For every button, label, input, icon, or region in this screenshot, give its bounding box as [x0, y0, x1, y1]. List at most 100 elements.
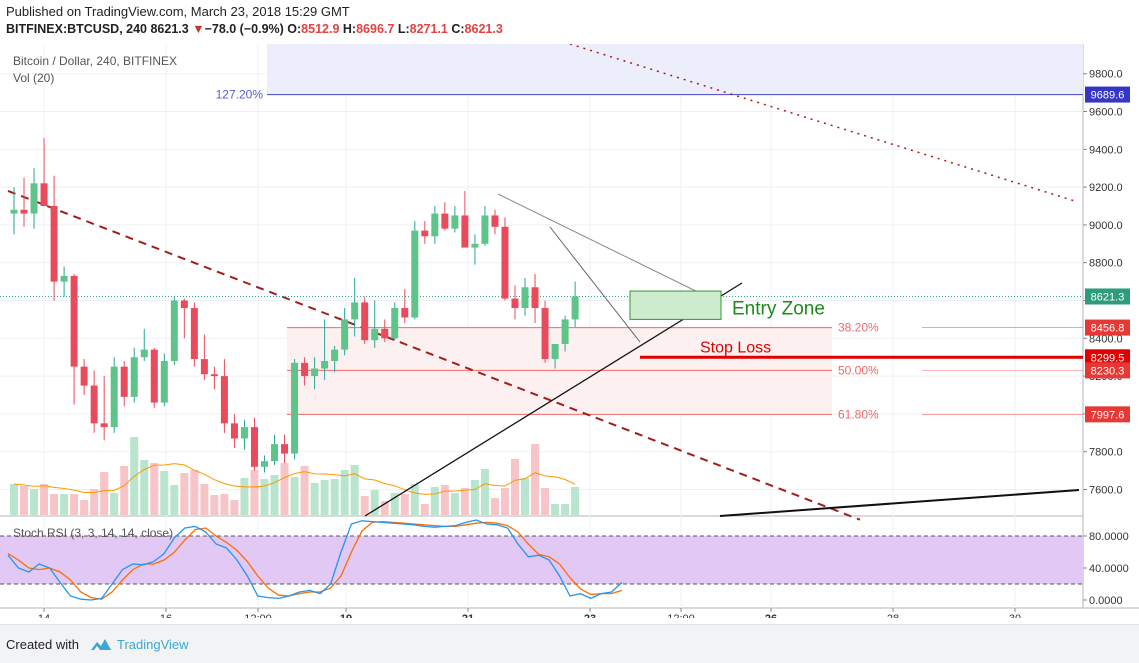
- volume-bar: [480, 469, 489, 515]
- volume-bar: [190, 470, 199, 515]
- volume-bar: [541, 488, 550, 515]
- volume-bar: [90, 489, 99, 515]
- volume-bar: [270, 475, 279, 515]
- volume-bar: [320, 480, 329, 515]
- open-label: O:: [287, 22, 302, 36]
- last-price: 8621.3: [150, 22, 189, 36]
- volume-bar: [440, 485, 449, 515]
- candles[interactable]: [10, 137, 579, 473]
- volume-bar: [30, 489, 39, 515]
- ascending-support-line: [364, 282, 743, 517]
- price-tag: [1085, 319, 1130, 336]
- entry-zone-label: Entry Zone: [732, 298, 825, 319]
- wedge-upper-line: [497, 193, 711, 299]
- fib-extension-zone: [267, 44, 1083, 95]
- last-price-tag: [1085, 288, 1130, 305]
- volume-bar: [400, 494, 409, 515]
- candle-body: [80, 366, 88, 386]
- volume-bar: [310, 483, 319, 515]
- volume-bar: [290, 477, 299, 515]
- price-tag: [1085, 362, 1130, 379]
- candle-body: [541, 308, 549, 360]
- trend-lines: [0, 44, 1083, 521]
- long-support-line: [719, 489, 1080, 517]
- close-label: C:: [451, 22, 465, 36]
- candle-body: [321, 360, 329, 369]
- time-tick-label: 12:00: [667, 613, 695, 618]
- price-tag-label: 9689.6: [1091, 90, 1125, 102]
- candle-body: [190, 308, 198, 360]
- volume-bar: [460, 488, 469, 515]
- time-tick-label: 19: [340, 613, 352, 618]
- price-tag-label: 8230.3: [1091, 365, 1125, 377]
- volume-bar: [230, 500, 239, 515]
- candle-body: [471, 243, 479, 248]
- volume-bar: [120, 466, 129, 515]
- price-tick-label: 7600.0: [1089, 485, 1123, 497]
- stoch-legend: Stoch RSI (3, 3, 14, 14, close): [13, 526, 173, 540]
- candle-body: [210, 374, 218, 377]
- price-tag: [1085, 86, 1130, 103]
- dotted-resistance-line: [569, 44, 1079, 203]
- volume-bars: [10, 437, 580, 515]
- fib-level-label: 38.20%: [838, 321, 879, 335]
- volume-bar: [300, 466, 309, 515]
- candle-body: [150, 349, 158, 403]
- symbol-label: BITFINEX:BTCUSD, 240: [6, 22, 147, 36]
- candle-body: [170, 300, 178, 361]
- volume-bar: [370, 490, 379, 515]
- volume-bar: [571, 487, 580, 515]
- candle-body: [411, 230, 419, 318]
- candle-body: [491, 215, 499, 227]
- volume-bar: [531, 444, 540, 515]
- time-tick-label: 26: [765, 613, 777, 618]
- volume-bar: [500, 488, 509, 515]
- volume-bar: [170, 485, 179, 515]
- volume-bar: [110, 493, 119, 515]
- candle-body: [551, 343, 559, 360]
- stoch-tick-label: 0.0000: [1089, 595, 1123, 607]
- candle-body: [481, 215, 489, 244]
- low-label: L:: [397, 22, 410, 36]
- entry-zone-box: [629, 290, 722, 320]
- chart-title: Bitcoin / Dollar, 240, BITFINEX: [13, 54, 177, 68]
- time-tick-label: 21: [462, 613, 474, 618]
- price-tag-label: 8456.8: [1091, 323, 1125, 335]
- volume-bar: [521, 478, 530, 515]
- volume-bar: [20, 486, 29, 515]
- chart-header: Published on TradingView.com, March 23, …: [0, 0, 1139, 44]
- time-tick-label: 16: [160, 613, 172, 618]
- high-label: H:: [342, 22, 357, 36]
- volume-bar: [450, 493, 459, 515]
- down-arrow-icon: ▼: [192, 22, 205, 36]
- candle-body: [361, 302, 369, 341]
- price-change: −78.0 (−0.9%): [204, 22, 284, 36]
- candle-body: [571, 296, 579, 320]
- volume-bar: [561, 504, 570, 515]
- price-chart-svg[interactable]: 127.20% 38.20% 50.00% 61.80% Entry Zone Stop…: [0, 44, 1139, 618]
- price-axis: 7600.07800.08000.08200.08400.08600.08800…: [1083, 69, 1130, 607]
- candle-body: [261, 461, 268, 467]
- fib-level-label: 61.80%: [838, 407, 879, 421]
- candle-body: [60, 275, 68, 282]
- volume-bar: [410, 484, 419, 515]
- price-tag-label: 7997.6: [1091, 409, 1125, 421]
- candle-body: [311, 368, 319, 377]
- chart-area[interactable]: 127.20% 38.20% 50.00% 61.80% Entry Zone Stop…: [0, 44, 1139, 618]
- candle-body: [160, 360, 168, 403]
- tradingview-link[interactable]: TradingView: [117, 637, 189, 652]
- candle-body: [351, 302, 359, 320]
- candle-body: [180, 300, 188, 309]
- price-tick-label: 9600.0: [1089, 107, 1123, 119]
- candle-body: [451, 215, 459, 229]
- footer-bar: Created with TradingView: [0, 624, 1139, 663]
- volume-bar: [340, 470, 349, 515]
- candle-body: [110, 366, 118, 428]
- candle-body: [70, 275, 78, 367]
- price-tick-label: 9200.0: [1089, 182, 1123, 194]
- volume-bar: [430, 487, 439, 515]
- candle-body: [281, 444, 289, 454]
- volume-bar: [511, 459, 519, 515]
- volume-bar: [390, 493, 399, 515]
- volume-bar: [180, 473, 189, 515]
